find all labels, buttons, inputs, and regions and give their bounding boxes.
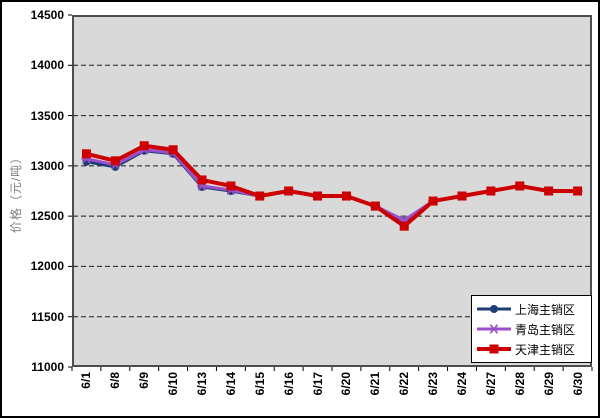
star-marker-icon — [477, 324, 511, 334]
circle-marker-icon — [477, 305, 511, 313]
x-tick-label: 6/22 — [397, 372, 412, 396]
x-tick-label: 6/23 — [426, 372, 441, 396]
x-tick-label: 6/14 — [223, 372, 238, 396]
legend: 上海主销区青岛主销区天津主销区 — [471, 295, 592, 363]
x-tick-label: 6/13 — [195, 372, 209, 396]
x-tick-label: 6/9 — [137, 372, 152, 389]
x-tick-label: 6/28 — [512, 372, 527, 396]
x-tick-label: 6/16 — [281, 372, 296, 396]
legend-label: 上海主销区 — [515, 302, 576, 317]
y-tick-label: 11500 — [31, 309, 64, 324]
y-tick-label: 12000 — [30, 259, 64, 274]
x-tick-label: 6/1 — [79, 372, 94, 389]
x-tick-label: 6/17 — [310, 372, 325, 396]
legend-label: 天津主销区 — [515, 342, 576, 357]
x-tick-label: 6/27 — [483, 372, 498, 396]
legend-item-tianjin: 天津主销区 — [472, 339, 591, 359]
y-tick-label: 11000 — [31, 360, 64, 374]
x-tick-label: 6/24 — [455, 372, 469, 396]
y-axis-title: 价格（元/吨） — [9, 150, 23, 234]
y-tick-label: 13500 — [30, 108, 64, 123]
legend-item-shanghai: 上海主销区 — [472, 299, 591, 319]
legend-label: 青岛主销区 — [515, 322, 576, 337]
legend-item-qingdao: 青岛主销区 — [472, 319, 591, 339]
x-tick-label: 6/30 — [570, 372, 585, 396]
x-tick-label: 6/10 — [166, 372, 181, 396]
y-tick-label: 14500 — [30, 8, 64, 22]
y-tick-label: 14000 — [30, 58, 64, 73]
x-tick-label: 6/8 — [108, 372, 123, 389]
y-tick-label: 12500 — [30, 209, 64, 224]
x-tick-label: 6/29 — [541, 372, 556, 396]
y-tick-label: 13000 — [30, 158, 64, 173]
square-marker-icon — [477, 344, 511, 354]
x-tick-label: 6/21 — [368, 372, 383, 396]
x-tick-label: 6/15 — [252, 372, 267, 396]
x-tick-label: 6/20 — [339, 372, 354, 396]
